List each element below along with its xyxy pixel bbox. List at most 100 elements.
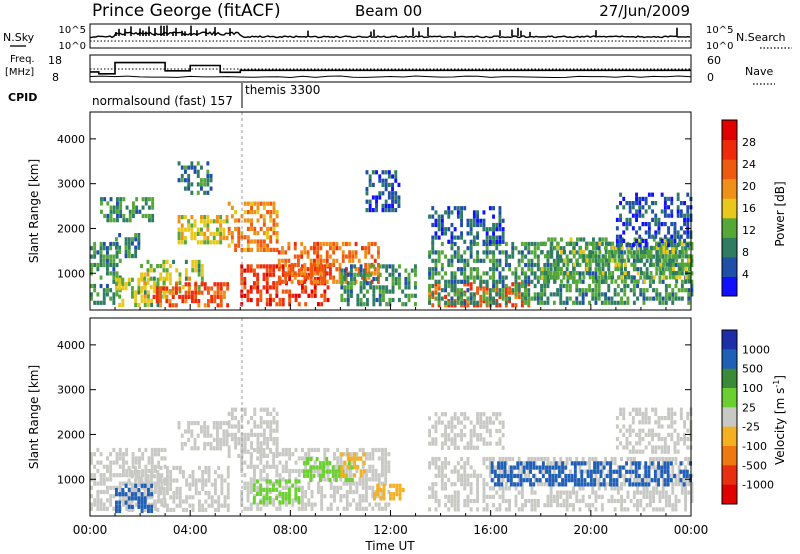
velocity-cell [469, 437, 473, 442]
power-cell [131, 254, 134, 259]
power-cell [372, 289, 376, 294]
power-cell [549, 267, 553, 272]
velocity-cell [641, 482, 644, 487]
power-cell [259, 214, 263, 219]
velocity-y-axis-label: Slant Range [km] [27, 365, 41, 469]
velocity-cell [686, 437, 690, 442]
power-cell [559, 296, 563, 301]
velocity-cell [207, 478, 211, 483]
velocity-cell [358, 498, 362, 503]
velocity-cell [520, 486, 524, 491]
power-colorbar-swatch [722, 139, 737, 160]
power-cell [565, 267, 569, 272]
velocity-cell [265, 464, 269, 469]
velocity-cell [434, 437, 438, 442]
velocity-cell [682, 473, 686, 479]
velocity-cell [497, 482, 500, 487]
power-cell [250, 247, 253, 252]
velocity-cell [201, 470, 205, 475]
power-cell [109, 241, 113, 247]
power-cell [284, 279, 288, 284]
velocity-cell [246, 485, 250, 490]
velocity-colorbar-tick: 1000 [742, 343, 770, 356]
velocity-cell [655, 507, 659, 512]
velocity-cell [641, 420, 645, 425]
velocity-cell [307, 447, 311, 453]
power-cell [184, 268, 188, 273]
power-cell [611, 275, 615, 280]
power-cell [265, 276, 269, 282]
velocity-cell [368, 502, 372, 507]
velocity-cell [517, 490, 521, 495]
velocity-cell [460, 465, 463, 470]
velocity-cell [594, 507, 598, 512]
power-cell [607, 288, 611, 293]
power-cell [219, 299, 223, 304]
velocity-cell [266, 424, 269, 429]
power-cell [121, 298, 125, 303]
power-cell [620, 296, 623, 301]
power-cell [652, 279, 655, 284]
velocity-cell [612, 478, 616, 483]
power-cell [96, 300, 100, 305]
velocity-cell [447, 461, 451, 466]
velocity-cell [365, 468, 368, 474]
power-cell [226, 286, 230, 291]
power-cell [643, 275, 647, 280]
velocity-cell [156, 474, 160, 479]
velocity-cell [185, 507, 189, 512]
velocity-cell [495, 412, 499, 417]
power-cell [447, 292, 451, 297]
velocity-cell [591, 490, 595, 495]
velocity-cell [243, 481, 247, 486]
power-cell [517, 290, 521, 295]
velocity-cell [345, 481, 349, 486]
velocity-cell [616, 498, 620, 504]
velocity-cell [207, 495, 211, 500]
velocity-cell [520, 507, 524, 512]
power-cell [109, 262, 113, 268]
power-cell [472, 214, 476, 219]
power-cell [209, 173, 213, 179]
velocity-cell [297, 487, 301, 492]
power-cell [203, 223, 207, 228]
velocity-cell [503, 461, 507, 466]
velocity-cell [227, 420, 231, 425]
velocity-cell [365, 498, 368, 503]
velocity-cell [220, 482, 224, 487]
power-cell [469, 239, 473, 244]
velocity-cell [548, 478, 552, 483]
velocity-cell [619, 441, 622, 446]
velocity-cell [178, 499, 182, 504]
power-cell [687, 292, 691, 297]
velocity-cell [154, 468, 157, 474]
power-cell [495, 279, 499, 284]
power-cell [613, 254, 617, 259]
power-cell [102, 246, 106, 251]
velocity-cell [150, 489, 154, 495]
power-cell [649, 271, 653, 276]
power-cell [428, 250, 431, 255]
velocity-cell [398, 496, 402, 501]
power-cell [482, 271, 486, 276]
power-cell [684, 275, 688, 280]
power-cell [649, 258, 653, 263]
power-cell [598, 271, 602, 276]
velocity-cell [178, 491, 182, 496]
velocity-cell [96, 447, 100, 453]
power-cell [112, 271, 116, 276]
velocity-cell [320, 489, 324, 495]
power-cell [256, 231, 260, 236]
velocity-cell [122, 460, 125, 465]
velocity-cell [631, 420, 635, 425]
power-cell [591, 288, 595, 293]
power-cell [604, 279, 608, 284]
power-cell [517, 288, 521, 293]
velocity-cell [671, 473, 675, 478]
velocity-cell [285, 498, 288, 503]
velocity-cell [157, 489, 161, 495]
velocity-cell [444, 486, 447, 491]
power-cell [598, 250, 602, 255]
velocity-cell [320, 506, 324, 511]
velocity-cell [102, 477, 106, 482]
